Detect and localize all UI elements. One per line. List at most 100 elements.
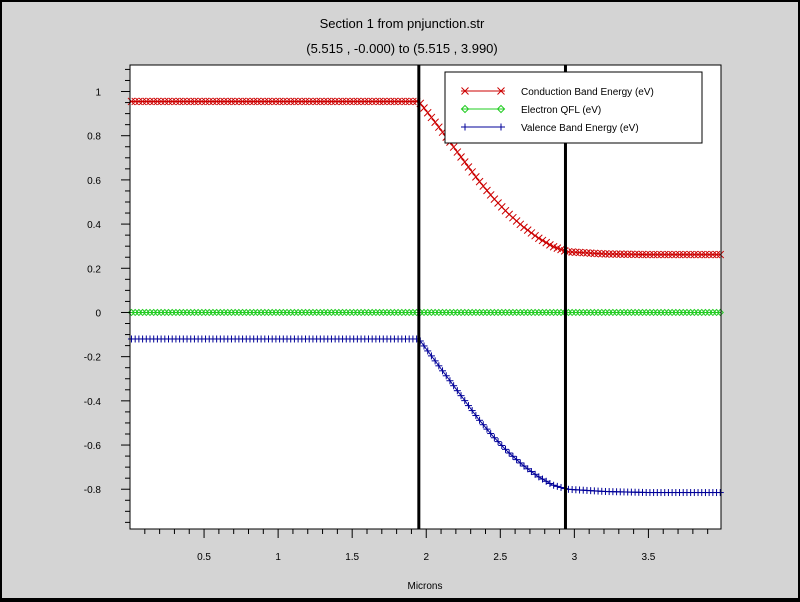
data-point bbox=[631, 250, 639, 259]
data-point bbox=[397, 97, 406, 106]
data-point bbox=[716, 489, 724, 497]
data-point bbox=[183, 97, 191, 106]
data-point bbox=[327, 97, 336, 106]
data-point bbox=[638, 250, 647, 259]
data-point bbox=[227, 97, 236, 106]
legend-entry-valence-band-energy-ev: Valence Band Energy (eV) bbox=[461, 123, 639, 134]
data-point bbox=[538, 236, 547, 245]
series-valence-band-energy-ev bbox=[127, 335, 724, 497]
data-point bbox=[542, 477, 550, 485]
data-point bbox=[671, 250, 680, 259]
data-point bbox=[434, 123, 443, 132]
data-point bbox=[179, 97, 188, 106]
data-point bbox=[368, 97, 377, 106]
data-point bbox=[186, 97, 195, 106]
data-point bbox=[708, 250, 717, 259]
data-point bbox=[594, 249, 602, 258]
x-tick-label: 2.5 bbox=[493, 552, 507, 563]
data-point bbox=[449, 143, 458, 151]
legend-swatch-marker bbox=[497, 123, 505, 131]
data-point bbox=[634, 250, 643, 259]
data-point bbox=[420, 104, 428, 112]
data-point bbox=[539, 475, 547, 483]
data-point bbox=[472, 412, 480, 420]
data-point bbox=[694, 250, 702, 259]
data-point bbox=[476, 416, 484, 424]
data-point bbox=[660, 250, 669, 259]
data-point bbox=[579, 248, 588, 257]
data-point bbox=[168, 97, 177, 106]
data-point bbox=[668, 250, 676, 259]
data-point bbox=[294, 97, 302, 106]
data-point bbox=[360, 97, 369, 106]
legend-label: Conduction Band Energy (eV) bbox=[521, 87, 654, 98]
data-point bbox=[309, 97, 317, 106]
data-point bbox=[620, 250, 628, 259]
data-point bbox=[505, 449, 513, 457]
data-point bbox=[353, 97, 362, 106]
y-tick-label: 0.6 bbox=[87, 176, 101, 187]
data-point bbox=[424, 347, 432, 355]
data-point bbox=[646, 250, 654, 259]
series-electron-qfl-ev bbox=[127, 308, 724, 317]
data-point bbox=[439, 367, 447, 375]
data-point bbox=[571, 248, 580, 257]
data-point bbox=[697, 250, 706, 259]
data-point bbox=[160, 97, 169, 106]
data-point bbox=[479, 421, 487, 429]
data-point bbox=[609, 250, 617, 258]
data-point bbox=[379, 97, 388, 106]
chart-title: Section 1 from pnjunction.str bbox=[320, 16, 485, 31]
legend-entry-electron-qfl-ev: Electron QFL (eV) bbox=[460, 104, 601, 116]
data-point bbox=[386, 97, 395, 106]
data-point bbox=[205, 97, 214, 106]
y-tick-label: 0.8 bbox=[87, 132, 101, 143]
data-point bbox=[142, 97, 151, 106]
data-point bbox=[524, 465, 532, 473]
data-point bbox=[546, 479, 554, 487]
data-point bbox=[627, 250, 636, 259]
data-point bbox=[686, 250, 695, 259]
data-point bbox=[149, 97, 158, 106]
data-point bbox=[509, 452, 517, 460]
data-point bbox=[605, 250, 614, 258]
data-point bbox=[231, 97, 240, 106]
data-point bbox=[375, 97, 384, 106]
data-point bbox=[483, 186, 491, 195]
data-point bbox=[531, 231, 539, 240]
data-point bbox=[342, 97, 351, 106]
chart-subtitle: (5.515 , -0.000) to (5.515 , 3.990) bbox=[306, 41, 498, 56]
data-point bbox=[612, 250, 621, 258]
data-point bbox=[349, 97, 358, 106]
x-tick-label: 3.5 bbox=[641, 552, 655, 563]
data-point bbox=[520, 223, 528, 232]
data-point bbox=[475, 177, 484, 186]
data-point bbox=[260, 97, 269, 106]
data-point bbox=[249, 97, 258, 106]
data-point bbox=[531, 470, 539, 478]
data-point bbox=[446, 377, 454, 385]
data-point bbox=[498, 441, 506, 449]
data-point bbox=[164, 97, 173, 106]
x-tick-label: 1 bbox=[275, 552, 281, 563]
y-tick-label: -0.2 bbox=[84, 353, 102, 364]
data-point bbox=[513, 456, 521, 464]
data-point bbox=[320, 97, 328, 106]
legend-swatch-marker bbox=[496, 104, 506, 114]
data-point bbox=[705, 250, 714, 259]
legend-box bbox=[444, 71, 703, 144]
data-point bbox=[520, 462, 528, 470]
data-point bbox=[461, 397, 469, 405]
data-point bbox=[283, 97, 291, 106]
data-point bbox=[394, 97, 402, 106]
data-point bbox=[323, 97, 332, 106]
legend-swatch-marker bbox=[461, 123, 469, 131]
data-point bbox=[331, 97, 340, 106]
data-point bbox=[216, 97, 225, 106]
data-point bbox=[464, 163, 473, 171]
data-point bbox=[138, 97, 147, 106]
data-point bbox=[453, 387, 461, 395]
data-point bbox=[657, 250, 665, 259]
data-point bbox=[290, 97, 299, 106]
data-point bbox=[427, 352, 435, 360]
